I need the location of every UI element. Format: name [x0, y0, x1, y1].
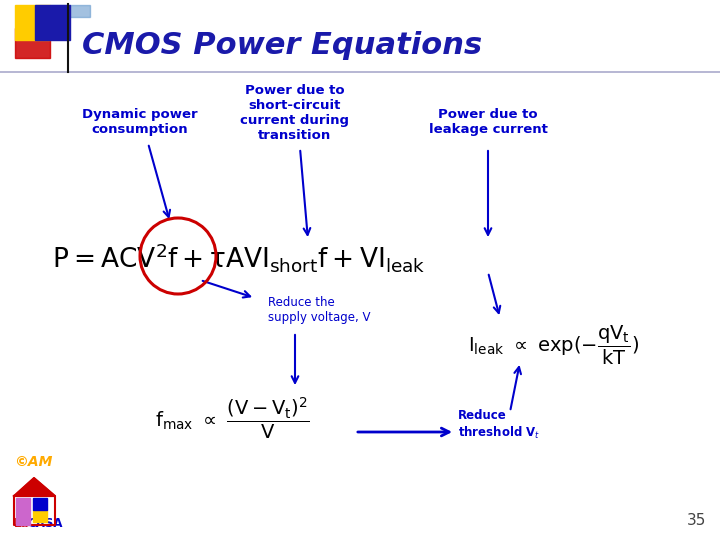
- Bar: [33, 510, 47, 522]
- Bar: [16, 510, 30, 525]
- Text: La: La: [14, 517, 30, 530]
- Bar: [33, 498, 47, 510]
- Text: CMOS Power Equations: CMOS Power Equations: [82, 31, 482, 60]
- Bar: [15, 5, 50, 40]
- Text: $\mathrm{f_{max}\ \propto\ \dfrac{(V - V_t)^2}{V}}$: $\mathrm{f_{max}\ \propto\ \dfrac{(V - V…: [155, 395, 310, 441]
- Text: Reduce the
supply voltage, V: Reduce the supply voltage, V: [268, 296, 371, 324]
- Bar: [50, 5, 90, 17]
- Polygon shape: [14, 496, 55, 525]
- Text: $\mathrm{I_{leak}\ \propto\ exp(-\dfrac{qV_t}{kT})}$: $\mathrm{I_{leak}\ \propto\ exp(-\dfrac{…: [468, 323, 639, 367]
- Polygon shape: [14, 478, 55, 496]
- Text: 35: 35: [687, 513, 706, 528]
- Bar: [15, 28, 50, 58]
- Text: Power due to
leakage current: Power due to leakage current: [428, 108, 547, 136]
- Bar: [35, 5, 70, 40]
- Text: ©AM: ©AM: [14, 455, 53, 469]
- Text: CASA: CASA: [27, 517, 63, 530]
- Text: Dynamic power
consumption: Dynamic power consumption: [82, 108, 198, 136]
- Text: Power due to
short-circuit
current during
transition: Power due to short-circuit current durin…: [240, 84, 349, 142]
- Text: Reduce
threshold V$_t$: Reduce threshold V$_t$: [458, 409, 541, 441]
- Text: $\mathrm{P = ACV^2f + \tau AVI_{short}f + VI_{leak}}$: $\mathrm{P = ACV^2f + \tau AVI_{short}f …: [52, 241, 426, 274]
- Bar: [16, 498, 30, 510]
